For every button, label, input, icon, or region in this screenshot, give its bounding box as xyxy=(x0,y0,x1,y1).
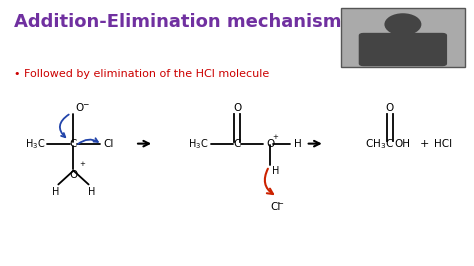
Text: OH: OH xyxy=(394,139,410,149)
Text: H: H xyxy=(88,187,95,197)
Text: O: O xyxy=(385,103,394,113)
Text: O: O xyxy=(76,103,84,113)
Text: H: H xyxy=(294,139,301,149)
Text: +: + xyxy=(79,161,85,167)
Text: H$_3$C: H$_3$C xyxy=(188,137,209,151)
Text: −: − xyxy=(277,201,283,207)
Text: H: H xyxy=(52,187,59,197)
Text: CH$_3$C: CH$_3$C xyxy=(365,137,394,151)
Text: H$_3$C: H$_3$C xyxy=(25,137,45,151)
Text: O: O xyxy=(233,103,241,113)
Text: +: + xyxy=(419,139,429,149)
Text: Cl: Cl xyxy=(270,202,281,212)
Text: HCl: HCl xyxy=(434,139,452,149)
Text: C: C xyxy=(70,139,77,149)
FancyArrowPatch shape xyxy=(265,169,273,194)
Text: +: + xyxy=(273,134,278,140)
Text: Addition-Elimination mechanism: Addition-Elimination mechanism xyxy=(14,13,342,31)
FancyArrowPatch shape xyxy=(60,115,69,137)
FancyBboxPatch shape xyxy=(359,33,447,66)
Text: • Followed by elimination of the HCl molecule: • Followed by elimination of the HCl mol… xyxy=(14,69,270,79)
Text: O: O xyxy=(267,139,275,149)
Text: Cl: Cl xyxy=(103,139,114,149)
Text: H: H xyxy=(272,166,280,176)
FancyArrowPatch shape xyxy=(78,138,98,144)
Text: −: − xyxy=(82,101,88,110)
Text: C: C xyxy=(233,139,241,149)
FancyBboxPatch shape xyxy=(341,8,465,66)
Text: O: O xyxy=(69,170,78,180)
Ellipse shape xyxy=(384,13,421,35)
